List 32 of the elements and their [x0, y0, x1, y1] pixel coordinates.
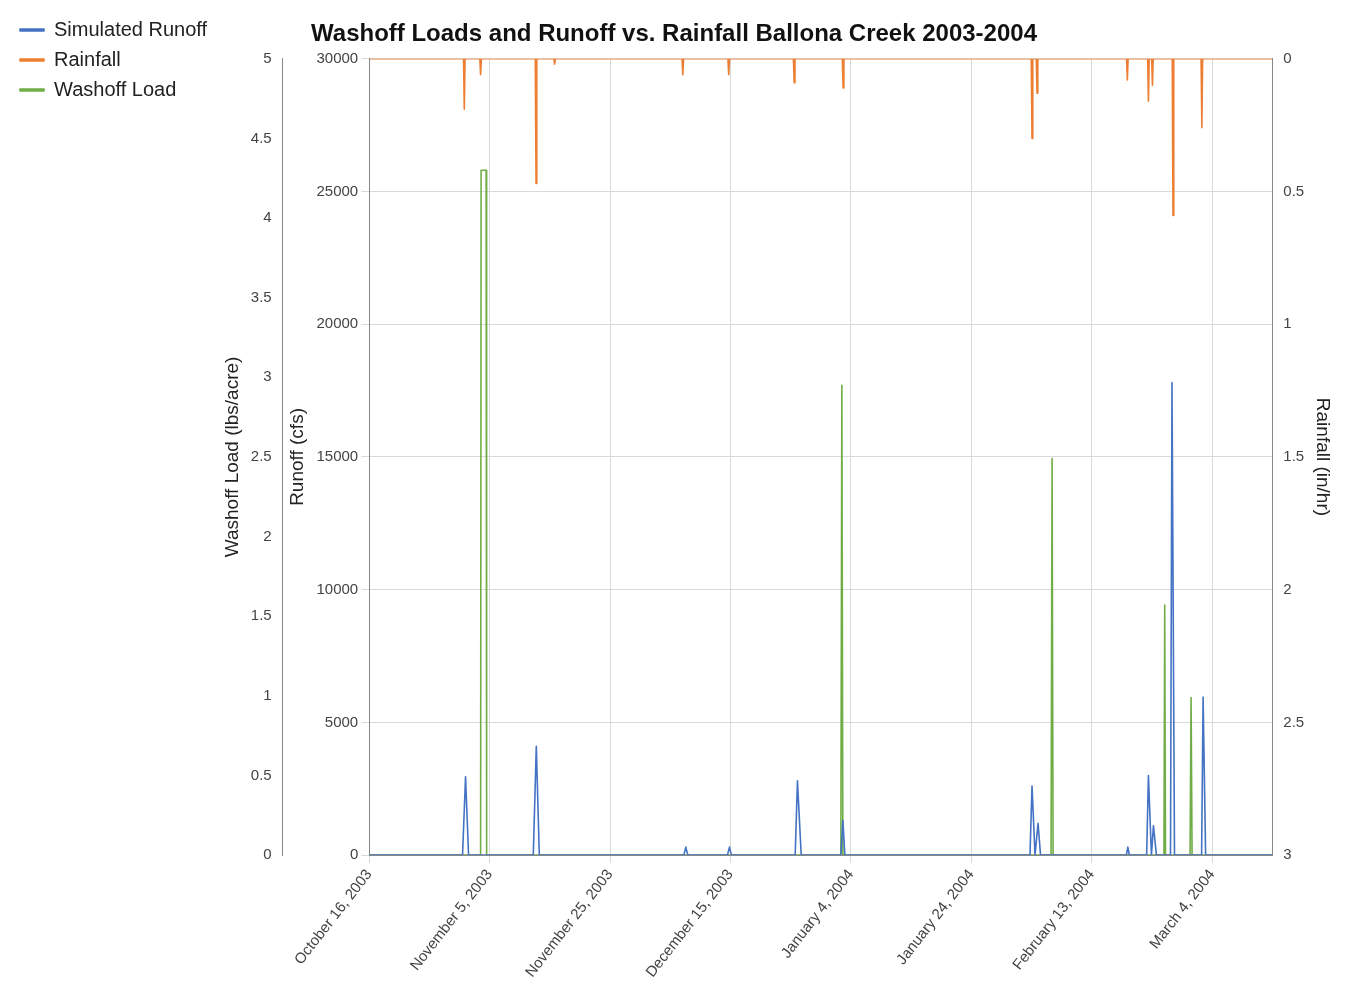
y2-tick-label: 1.5 — [1283, 447, 1305, 465]
y3-tick-label: 2 — [263, 526, 272, 544]
y2-tick-label: 1 — [1283, 314, 1292, 332]
y-tick-label: 10000 — [316, 579, 359, 597]
y-tick-label: 0 — [349, 845, 359, 863]
y3-tick-label: 4 — [263, 208, 272, 226]
y3-tick-label: 3.5 — [250, 287, 272, 305]
y3-tick-label: 0 — [263, 845, 272, 863]
y-tick-label: 25000 — [316, 181, 359, 199]
y-tick-label: 5000 — [324, 712, 359, 730]
y-tick-label: 30000 — [316, 48, 359, 66]
y3-tick-label: 4.5 — [250, 128, 272, 146]
y-axis-title: Runoff (cfs) — [286, 408, 308, 506]
y2-tick-label: 0.5 — [1283, 181, 1305, 199]
y3-tick-label: 1 — [263, 685, 272, 703]
y3-tick-label: 3 — [263, 367, 272, 385]
y-tick-label: 20000 — [316, 314, 359, 332]
legend-label: Washoff Load — [54, 77, 177, 100]
y2-tick-label: 2.5 — [1283, 712, 1305, 730]
y2-tick-label: 3 — [1283, 845, 1292, 863]
legend-label: Simulated Runoff — [54, 17, 208, 40]
y3-tick-label: 5 — [263, 48, 272, 66]
y-tick-label: 15000 — [316, 447, 359, 465]
y2-axis-title: Rainfall (in/hr) — [1313, 397, 1335, 517]
y2-tick-label: 2 — [1283, 579, 1292, 597]
y3-tick-label: 0.5 — [250, 765, 272, 783]
chart-title: Washoff Loads and Runoff vs. Rainfall Ballona Creek 2003-2004 — [311, 19, 1038, 47]
y3-tick-label: 2.5 — [250, 447, 272, 465]
y2-tick-label: 0 — [1283, 48, 1292, 66]
legend-label: Rainfall — [54, 47, 121, 70]
y3-tick-label: 1.5 — [250, 606, 272, 624]
y3-axis-title: Washoff Load (lbs/acre) — [220, 356, 242, 558]
